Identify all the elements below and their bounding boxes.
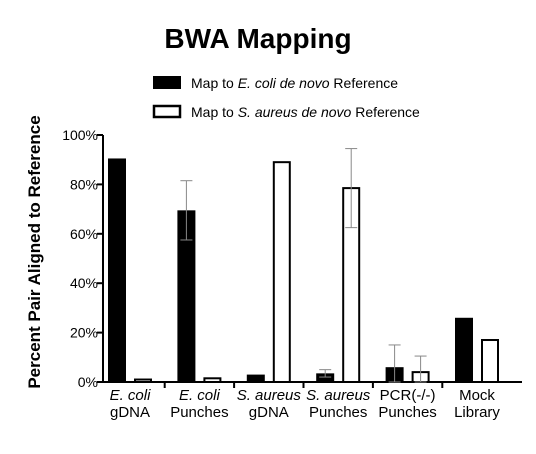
category-label-line: E. coli [110,387,152,404]
legend-label-part: Map to [191,104,238,120]
legend-label-part: S. aureus de novo [238,104,352,120]
legend-label-part: Reference [330,75,399,91]
category-label: E. coli Punches [170,387,228,421]
category-label-line: Library [454,404,500,421]
chart-title: BWA Mapping [164,23,351,54]
bar [455,318,473,382]
legend-label-part: E. coli de novo [238,75,330,91]
category-label: PCR(-/-) Punches [378,387,436,421]
legend-swatch-saureus [154,106,180,117]
bar [108,158,126,382]
bar [247,375,265,382]
category-label-line: PCR(-/-) [380,387,436,404]
y-ticks: 0% 20% 40% 60% 80% 100% [62,127,103,390]
y-tick-label: 20% [70,325,98,341]
category-label-line: Punches [309,404,367,421]
bars [108,158,498,382]
category-label-line: Punches [378,404,436,421]
y-tick-label: 0% [78,374,98,390]
legend-label-part: Reference [351,104,420,120]
category-label: S. aureus gDNA [237,387,302,421]
y-tick-label: 60% [70,226,98,242]
category-label-line: gDNA [110,404,150,421]
category-label: E. coli gDNA [110,387,152,421]
category-label-line: Mock [459,387,495,404]
category-label-line: S. aureus [237,387,302,404]
error-bars [180,149,426,382]
category-label-line: gDNA [249,404,289,421]
legend-label-part: Map to [191,75,238,91]
category-label-line: S. aureus [306,387,371,404]
y-tick-label: 80% [70,176,98,192]
y-axis-label: Percent Pair Aligned to Reference [25,115,44,388]
legend-label-ecoli: Map to E. coli de novo Reference [191,75,398,91]
legend: Map to E. coli de novo Reference Map to … [154,75,420,120]
category-label-line: Punches [170,404,228,421]
legend-swatch-ecoli [154,77,180,88]
y-tick-label: 100% [62,127,98,143]
legend-label-saureus: Map to S. aureus de novo Reference [191,104,420,120]
category-label: Mock Library [454,387,500,421]
bar [274,162,290,382]
category-label-line: E. coli [179,387,221,404]
y-tick-label: 40% [70,275,98,291]
category-label: S. aureus Punches [306,387,371,421]
bar [204,378,220,382]
bar [482,340,498,382]
bar [135,380,151,382]
